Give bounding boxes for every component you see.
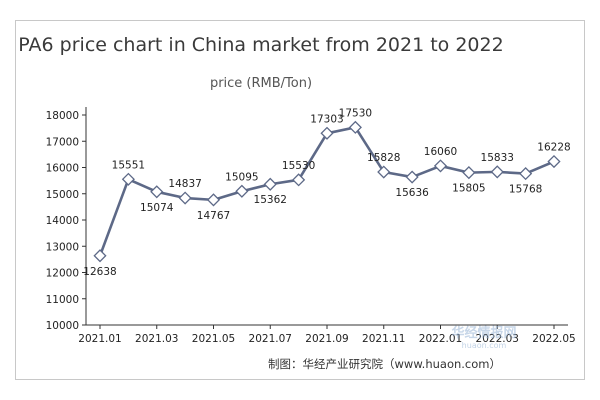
data-point <box>93 249 107 263</box>
data-point <box>462 166 476 180</box>
data-point <box>320 126 334 140</box>
data-point <box>121 172 135 186</box>
watermark-site: huaon.com <box>462 341 507 350</box>
chart-svg: PA6 price chart in China market from 202… <box>18 34 576 371</box>
chart-title: PA6 price chart in China market from 202… <box>18 34 503 56</box>
x-tick-label: 2021.09 <box>305 333 348 345</box>
data-point <box>348 120 362 134</box>
x-tick-label: 2021.01 <box>78 333 121 345</box>
data-point <box>150 185 164 199</box>
data-labels: 12638 15551 15074 14837 14767 15095 15362 15530… <box>83 107 570 277</box>
x-tick-label: 2021.11 <box>362 333 405 345</box>
data-label: 15833 <box>481 152 514 164</box>
data-label: 15530 <box>282 160 315 172</box>
watermark: 华经情报网 huaon.com <box>451 325 516 350</box>
data-point <box>235 184 249 198</box>
data-label: 15551 <box>112 159 145 171</box>
y-tick-label: 14000 <box>46 215 79 227</box>
data-label: 15828 <box>367 152 400 164</box>
data-point <box>405 170 419 184</box>
data-point <box>263 177 277 191</box>
data-point <box>206 193 221 207</box>
data-label: 15768 <box>509 184 542 196</box>
data-label: 14767 <box>197 210 230 222</box>
data-point <box>433 159 448 173</box>
series-line <box>98 126 555 257</box>
data-label: 15805 <box>452 183 485 195</box>
data-label: 16228 <box>537 142 570 154</box>
data-label: 15074 <box>140 202 174 214</box>
y-tick-label: 10000 <box>46 320 79 332</box>
data-label: 14837 <box>168 178 201 190</box>
source-credit: 制图：华经产业研究院（www.huaon.com） <box>268 357 501 371</box>
x-tick-label: 2022.03 <box>476 333 519 345</box>
x-tick-label: 2021.07 <box>249 333 292 345</box>
data-label: 16060 <box>424 146 457 158</box>
data-label: 17530 <box>339 107 372 119</box>
y-tick-label: 18000 <box>46 110 79 122</box>
watermark-brand: 华经情报网 <box>451 325 516 341</box>
x-tick-label: 2022.01 <box>419 333 462 345</box>
data-point <box>377 165 391 179</box>
data-point <box>547 154 561 169</box>
series-group <box>93 120 561 263</box>
axes: 10000 11000 12000 13000 14000 15000 16000 17000… <box>46 107 576 345</box>
y-tick-label: 13000 <box>46 241 79 253</box>
y-tick-label: 12000 <box>46 268 79 280</box>
data-label: 15636 <box>395 187 429 199</box>
y-axis-label: price (RMB/Ton) <box>210 76 312 91</box>
x-tick-label: 2022.05 <box>532 333 575 345</box>
y-tick-label: 17000 <box>46 136 79 148</box>
y-tick-label: 11000 <box>46 294 79 306</box>
chart-frame: PA6 price chart in China market from 202… <box>15 20 585 380</box>
data-point <box>292 173 306 187</box>
data-label: 12638 <box>83 266 116 278</box>
data-label: 15362 <box>254 194 287 206</box>
data-point <box>519 167 533 181</box>
data-point <box>178 191 192 205</box>
y-tick-label: 15000 <box>46 189 79 201</box>
y-tick-label: 16000 <box>46 163 79 175</box>
x-tick-label: 2021.03 <box>135 333 178 345</box>
data-point <box>490 165 504 179</box>
data-label: 15095 <box>225 171 258 183</box>
x-tick-label: 2021.05 <box>192 333 235 345</box>
data-label: 17303 <box>310 113 343 125</box>
